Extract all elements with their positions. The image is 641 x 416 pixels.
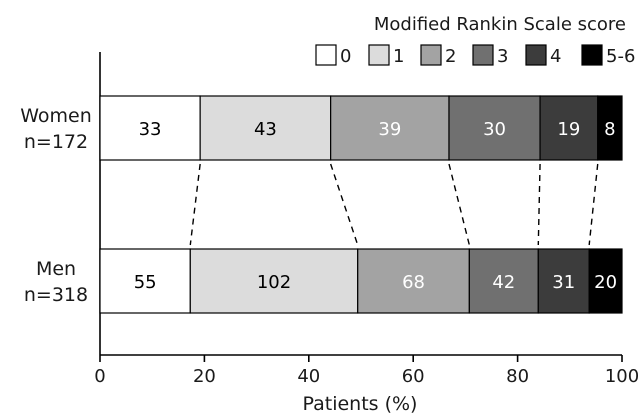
bars: 33 43 39 30 19 8 55 102 68 42 31 20 xyxy=(99,95,623,314)
group-labels: Women n=172 Men n=318 xyxy=(20,105,92,306)
legend-label-4: 4 xyxy=(550,46,561,67)
bar-segment-women-4 xyxy=(539,95,599,161)
connector-line xyxy=(189,163,201,246)
bar-segment-label: 55 xyxy=(134,272,157,293)
x-axis-title: Patients (%) xyxy=(303,393,418,415)
bar-segment-label: 102 xyxy=(257,272,291,293)
bar-segment-men-4 xyxy=(537,248,590,314)
x-tick-label: 40 xyxy=(297,366,320,387)
x-tick-label: 80 xyxy=(506,366,529,387)
connector-line xyxy=(537,163,541,246)
legend-swatch-4 xyxy=(525,44,547,66)
bar-segment-men-2 xyxy=(357,248,470,314)
bar-segment-women-3 xyxy=(448,95,541,161)
bar-segment-label: 39 xyxy=(378,119,401,140)
legend-swatch-5 xyxy=(581,44,603,66)
bar-segment-women-5-6 xyxy=(597,95,623,161)
connector-line xyxy=(588,163,599,246)
bar-segment-label: 19 xyxy=(557,119,580,140)
axes: 0 20 40 60 80 100 xyxy=(94,52,639,387)
legend-swatch-3 xyxy=(472,44,494,66)
legend-label-2: 2 xyxy=(445,46,456,67)
legend-label-3: 3 xyxy=(497,46,508,67)
legend-swatch-1 xyxy=(368,44,390,66)
legend-swatch-2 xyxy=(420,44,442,66)
x-tick-label: 60 xyxy=(402,366,425,387)
bar-segment-label: 30 xyxy=(483,119,506,140)
bar-segment-label: 31 xyxy=(552,272,575,293)
bar-segment-men-5-6 xyxy=(588,248,623,314)
x-tick-label: 100 xyxy=(605,366,639,387)
group-label-name: Men xyxy=(36,258,76,280)
connector-lines xyxy=(189,163,599,246)
group-label-n: n=318 xyxy=(24,284,88,306)
legend-label-1: 1 xyxy=(393,46,404,67)
bar-segment-label: 68 xyxy=(402,272,425,293)
legend-swatch-0 xyxy=(315,44,337,66)
bar-segment-men-3 xyxy=(468,248,539,314)
group-label-n: n=172 xyxy=(24,131,88,153)
bar-segment-label: 43 xyxy=(254,119,277,140)
legend-title: Modified Rankin Scale score xyxy=(374,14,626,35)
x-tick-label: 0 xyxy=(94,366,105,387)
connector-line xyxy=(329,163,359,246)
bar-segment-label: 20 xyxy=(594,272,617,293)
group-label-name: Women xyxy=(20,105,92,127)
bar-segment-label: 33 xyxy=(139,119,162,140)
legend-label-5: 5-6 xyxy=(606,46,635,67)
legend: 0 1 2 3 4 5-6 xyxy=(315,44,635,67)
connector-line xyxy=(448,163,471,246)
bar-segment-label: 8 xyxy=(604,119,615,140)
bar-segment-men-0 xyxy=(99,248,191,314)
x-tick-label: 20 xyxy=(193,366,216,387)
bar-segment-label: 42 xyxy=(492,272,515,293)
legend-label-0: 0 xyxy=(340,46,351,67)
